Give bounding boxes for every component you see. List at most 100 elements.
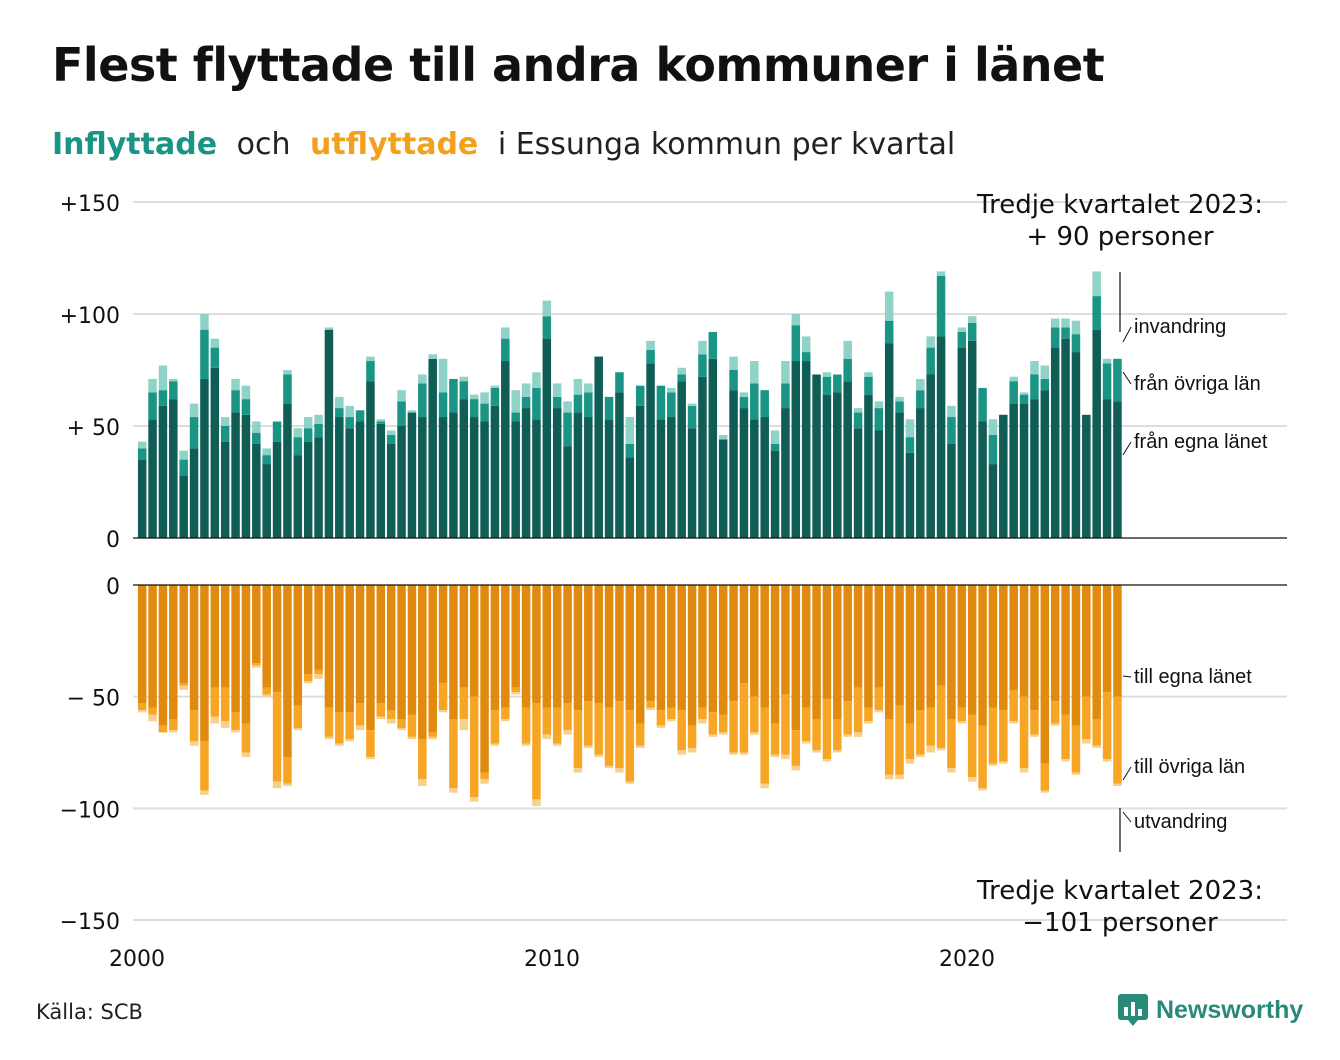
inflow-bar — [532, 372, 541, 388]
inflow-bar — [739, 392, 749, 397]
inflow-bar — [874, 430, 884, 538]
outflow-bar — [698, 719, 707, 724]
outflow-bar — [656, 710, 666, 726]
outflow-bar — [1050, 723, 1060, 726]
outflow-bar — [573, 710, 583, 769]
outflow-bar — [874, 710, 884, 713]
inflow-bar — [335, 396, 344, 409]
outflow-bar — [241, 752, 251, 757]
outflow-bar — [532, 703, 541, 800]
outflow-bar — [988, 585, 998, 708]
inflow-bar — [314, 414, 323, 424]
outflow-bar — [137, 710, 147, 713]
outflow-bar — [625, 781, 635, 784]
outflow-bar — [687, 725, 697, 749]
inflow-bar — [335, 417, 344, 538]
inflow-bar — [1092, 271, 1101, 297]
inflow-bar — [615, 392, 624, 538]
inflow-bar — [521, 408, 531, 538]
inflow-bar — [739, 408, 749, 538]
outflow-bar — [148, 585, 157, 708]
outflow-bar — [895, 774, 904, 780]
outflow-bar — [936, 685, 946, 749]
inflow-bar — [459, 376, 469, 382]
inflow-bar — [947, 405, 956, 418]
outflow-bar — [916, 585, 925, 711]
outflow-bar — [428, 585, 437, 733]
inflow-bar — [231, 390, 240, 413]
inflow-bar — [386, 443, 396, 538]
outflow-bar — [521, 585, 531, 708]
inflow-bar — [428, 354, 437, 359]
inflow-bar — [355, 421, 365, 538]
inflow-bar — [708, 331, 718, 359]
inflow-bar — [252, 432, 261, 444]
inflow-bar — [791, 314, 801, 326]
inflow-bar — [895, 396, 904, 402]
outflow-bar — [729, 585, 738, 702]
outflow-bar — [677, 710, 686, 751]
outflow-bar — [1040, 585, 1050, 764]
outflow-bar — [418, 585, 427, 740]
inflow-bar — [708, 358, 718, 538]
outflow-bar — [169, 730, 178, 733]
inflow-bar — [220, 426, 230, 442]
outflow-bar — [635, 585, 645, 724]
outflow-bar — [241, 723, 251, 753]
outflow-bar — [1009, 689, 1018, 722]
outflow-bar — [252, 665, 261, 668]
outflow-bar — [511, 692, 520, 695]
series-label: invandring — [1134, 316, 1226, 338]
outflow-bar — [438, 710, 448, 713]
inflow-bar — [532, 419, 541, 538]
bar-chart-speech-bubble-icon — [1118, 994, 1148, 1026]
outflow-bar — [750, 732, 759, 735]
inflow-bar — [864, 394, 873, 538]
inflow-bar — [801, 336, 811, 353]
outflow-bar — [210, 585, 220, 688]
outflow-bar — [947, 719, 956, 769]
inflow-bar — [345, 417, 354, 429]
outflow-bar — [718, 714, 728, 733]
inflow-bar — [584, 383, 593, 393]
outflow-bar — [428, 736, 437, 740]
outflow-bar — [501, 585, 510, 708]
inflow-bar — [283, 374, 292, 404]
outflow-bar — [905, 585, 915, 724]
inflow-bar — [916, 378, 925, 391]
outflow-bar — [1071, 725, 1081, 773]
outflow-bar — [272, 585, 282, 693]
inflow-bar — [169, 378, 178, 382]
outflow-bar — [957, 707, 967, 722]
outflow-bar — [542, 707, 552, 735]
inflow-bar — [760, 417, 769, 538]
outflow-bar — [283, 585, 292, 757]
inflow-bar — [1009, 381, 1018, 404]
outflow-bar — [926, 707, 935, 746]
inflow-bar — [376, 423, 386, 538]
outflow-bar — [542, 734, 552, 740]
inflow-bar — [905, 452, 915, 538]
outflow-bar — [137, 585, 147, 704]
subtitle-utflyttade: utflyttade — [310, 127, 479, 162]
outflow-bar — [386, 585, 396, 711]
outflow-bar — [718, 732, 728, 735]
inflow-bar — [698, 376, 707, 538]
outflow-bar — [1102, 585, 1112, 693]
outflow-bar — [407, 585, 417, 715]
outflow-bar — [822, 585, 832, 699]
inflow-bar — [947, 417, 956, 444]
inflow-bar — [760, 390, 769, 418]
subtitle-och: och — [236, 127, 291, 162]
inflow-bar — [241, 385, 251, 400]
outflow-bar — [210, 687, 220, 717]
inflow-bar — [884, 343, 894, 538]
top-y-tick-label: + 50 — [67, 416, 120, 441]
inflow-bar — [573, 412, 583, 538]
outflow-bar — [1040, 763, 1050, 791]
inflow-bar — [750, 419, 759, 538]
grid-layer — [133, 201, 1287, 921]
outflow-bar — [459, 719, 469, 731]
outflow-bar — [1061, 714, 1070, 760]
